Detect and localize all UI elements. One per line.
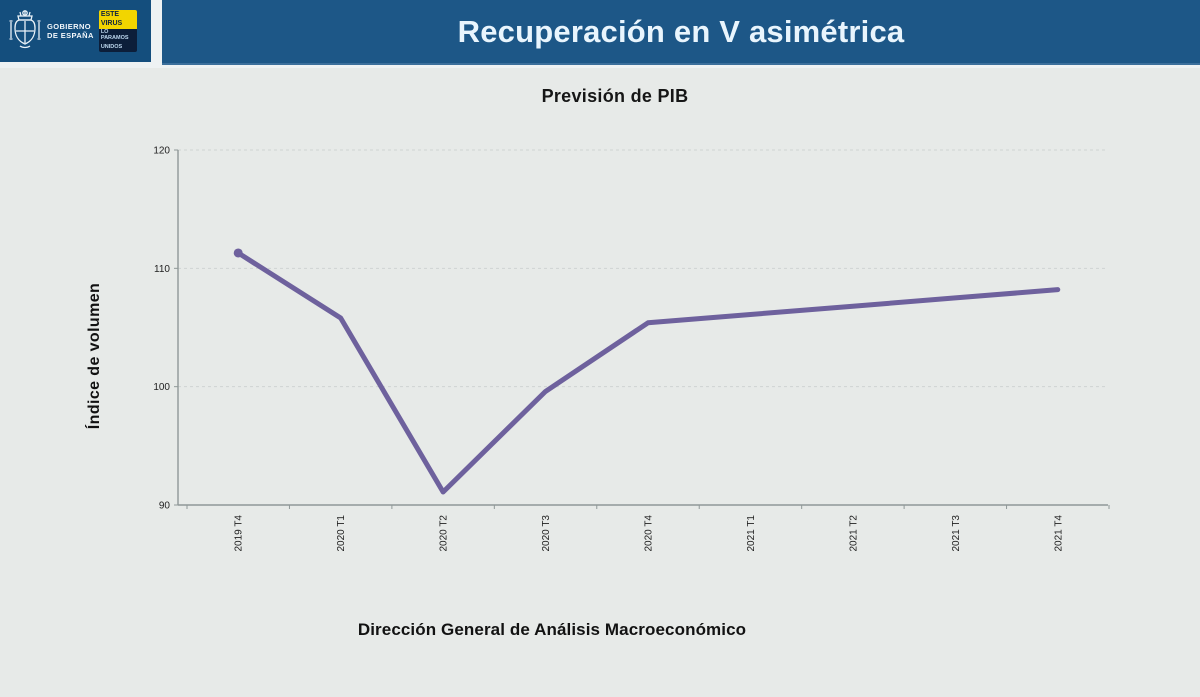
title-banner: Recuperación en V asimétrica (162, 0, 1200, 65)
chart-title: Previsión de PIB (541, 86, 689, 106)
government-logo-block: GOBIERNO DE ESPAÑA ESTE VIRUS LO PARAMOS… (0, 0, 151, 62)
y-tick-label: 100 (153, 382, 170, 393)
campaign-badge-line1: ESTE (98, 10, 137, 20)
x-tick-label: 2020 T3 (541, 515, 552, 552)
y-tick-label: 110 (154, 264, 170, 275)
x-tick-label: 2020 T2 (439, 515, 450, 552)
source-caption: Dirección General de Análisis Macroeconó… (357, 620, 747, 639)
campaign-badge-line3: LO PARAMOS (98, 28, 137, 44)
campaign-badge-line2: VIRUS (98, 19, 137, 29)
spain-coat-of-arms-icon (8, 7, 42, 56)
x-tick-label: 2020 T1 (336, 515, 347, 552)
x-tick-label: 2020 T4 (644, 515, 655, 552)
x-tick-label: 2021 T4 (1053, 515, 1064, 552)
page-title: Recuperación en V asimétrica (457, 13, 905, 49)
series-line (235, 250, 1061, 495)
y-tick-label: 120 (153, 146, 170, 157)
x-tick-label: 2019 T4 (234, 515, 245, 552)
campaign-badge-line4: UNIDOS (98, 43, 137, 52)
x-tick-label: 2021 T1 (746, 515, 757, 552)
x-tick-label: 2021 T2 (848, 515, 859, 552)
government-name: GOBIERNO DE ESPAÑA (47, 22, 94, 41)
government-name-line1: GOBIERNO (47, 21, 92, 31)
y-tick-label: 90 (159, 501, 171, 512)
campaign-badge: ESTE VIRUS LO PARAMOS UNIDOS (98, 10, 137, 52)
x-tick-label: 2021 T3 (951, 515, 962, 552)
government-name-line2: DE ESPAÑA (47, 31, 94, 40)
gdp-forecast-line-chart: 90 100 110 120 2019 T4 2020 T1 2020 T2 2020 T3 2… (153, 146, 1110, 552)
